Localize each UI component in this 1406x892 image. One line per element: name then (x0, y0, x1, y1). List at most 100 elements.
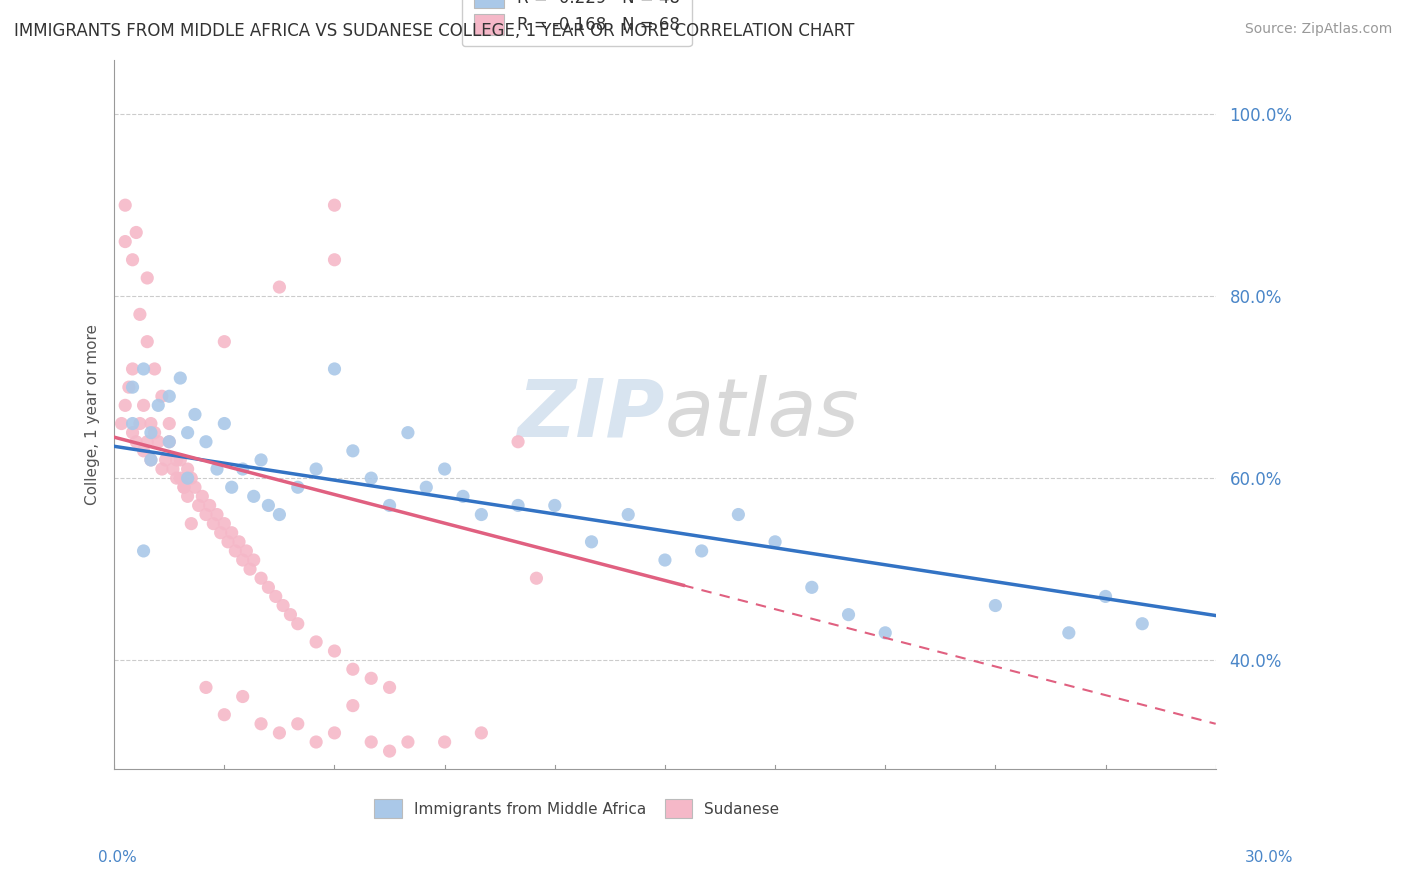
Point (323, 644, 346, 658)
Point (242, 553, 264, 567)
Point (396, 425, 419, 440)
Point (342, 662, 364, 676)
Point (195, 681, 218, 695)
Point (114, 398, 136, 412)
Point (305, 462, 328, 476)
Point (139, 453, 162, 467)
Point (128, 307, 150, 321)
Point (433, 462, 456, 476)
Point (125, 226, 148, 240)
Point (139, 453, 162, 467)
Point (176, 471, 198, 485)
Point (800, 580, 823, 594)
Point (132, 544, 155, 558)
Point (727, 508, 749, 522)
Point (470, 508, 492, 522)
Point (184, 480, 207, 494)
Point (214, 417, 236, 431)
Point (202, 516, 225, 531)
Point (157, 434, 180, 449)
Point (239, 562, 262, 576)
Point (257, 499, 280, 513)
Point (166, 453, 188, 467)
Point (125, 434, 148, 449)
Point (451, 489, 474, 503)
Point (184, 408, 207, 422)
Point (984, 599, 1007, 613)
Point (287, 616, 309, 631)
Point (169, 371, 191, 385)
Point (360, 471, 382, 485)
Point (232, 553, 254, 567)
Point (121, 425, 143, 440)
Point (162, 462, 184, 476)
Legend: Immigrants from Middle Africa, Sudanese: Immigrants from Middle Africa, Sudanese (367, 791, 787, 825)
Point (342, 443, 364, 458)
Point (264, 590, 287, 604)
Point (143, 425, 166, 440)
Point (221, 525, 243, 540)
Point (214, 516, 236, 531)
Point (360, 735, 382, 749)
Point (110, 417, 132, 431)
Point (217, 534, 239, 549)
Point (269, 280, 291, 294)
Point (157, 389, 180, 403)
Point (205, 462, 228, 476)
Point (1057, 625, 1080, 640)
Point (136, 334, 159, 349)
Point (378, 499, 401, 513)
Point (323, 726, 346, 740)
Point (581, 534, 603, 549)
Point (250, 453, 273, 467)
Point (360, 671, 382, 685)
Point (323, 198, 346, 212)
Text: Source: ZipAtlas.com: Source: ZipAtlas.com (1244, 22, 1392, 37)
Point (136, 434, 159, 449)
Point (198, 499, 221, 513)
Point (173, 480, 195, 494)
Point (121, 380, 143, 394)
Point (169, 471, 191, 485)
Point (242, 489, 264, 503)
Point (195, 434, 218, 449)
Point (1094, 590, 1116, 604)
Point (114, 198, 136, 212)
Point (150, 462, 173, 476)
Point (250, 571, 273, 585)
Point (433, 735, 456, 749)
Point (180, 471, 202, 485)
Point (654, 553, 676, 567)
Point (114, 235, 136, 249)
Point (690, 544, 713, 558)
Point (191, 489, 214, 503)
Point (221, 480, 243, 494)
Point (214, 707, 236, 722)
Point (150, 389, 173, 403)
Y-axis label: College, 1 year or more: College, 1 year or more (86, 324, 100, 505)
Text: IMMIGRANTS FROM MIDDLE AFRICA VS SUDANESE COLLEGE, 1 YEAR OR MORE CORRELATION CH: IMMIGRANTS FROM MIDDLE AFRICA VS SUDANES… (14, 22, 855, 40)
Point (139, 425, 162, 440)
Point (763, 534, 786, 549)
Point (506, 499, 529, 513)
Point (396, 735, 419, 749)
Point (157, 417, 180, 431)
Text: 30.0%: 30.0% (1246, 850, 1294, 865)
Point (224, 544, 246, 558)
Point (269, 508, 291, 522)
Point (415, 480, 437, 494)
Point (205, 508, 228, 522)
Point (342, 698, 364, 713)
Point (235, 544, 257, 558)
Point (187, 499, 209, 513)
Point (470, 726, 492, 740)
Point (132, 362, 155, 376)
Point (136, 271, 159, 285)
Point (176, 489, 198, 503)
Point (323, 252, 346, 267)
Point (143, 362, 166, 376)
Point (214, 334, 236, 349)
Point (176, 462, 198, 476)
Point (232, 462, 254, 476)
Point (506, 434, 529, 449)
